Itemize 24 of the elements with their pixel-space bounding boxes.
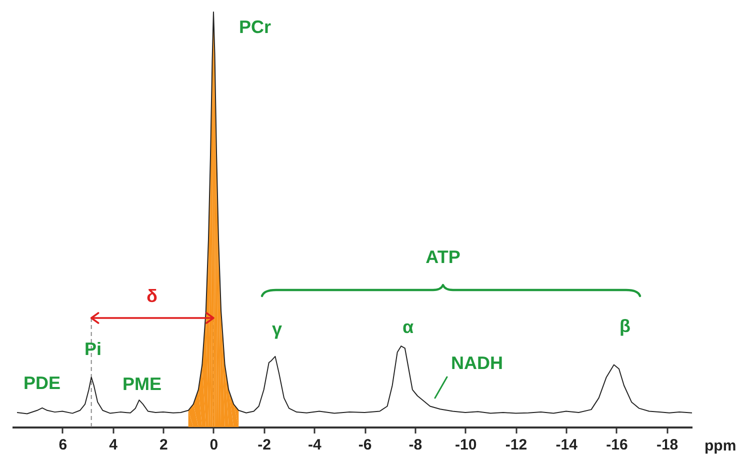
x-tick-label: 2 — [159, 436, 168, 454]
annotation: PDE — [23, 373, 61, 393]
x-tick-label: 6 — [58, 436, 68, 454]
x-tick-label: -18 — [656, 436, 678, 454]
annotation: ATP — [426, 247, 460, 267]
x-tick-label: -14 — [556, 436, 578, 454]
x-tick-label: 0 — [210, 436, 218, 454]
annotation: NADH — [451, 353, 503, 373]
annotation: β — [620, 316, 630, 336]
annotation: α — [402, 317, 414, 337]
x-tick-label: -6 — [358, 436, 372, 454]
x-tick-label: -4 — [308, 436, 322, 454]
annotation: PCr — [238, 17, 272, 37]
x-axis-title: ppm — [704, 438, 736, 454]
annotation: Pi — [84, 339, 102, 359]
x-tick-label: -2 — [258, 436, 272, 454]
annotation: δ — [146, 286, 158, 306]
x-tick-label: 4 — [109, 436, 118, 454]
x-tick-label: -16 — [606, 436, 628, 454]
annotation: γ — [272, 319, 282, 339]
annotation: PME — [122, 374, 162, 394]
x-tick-label: -12 — [505, 436, 528, 454]
x-tick-label: -8 — [408, 436, 422, 454]
x-tick-label: -10 — [454, 436, 477, 454]
